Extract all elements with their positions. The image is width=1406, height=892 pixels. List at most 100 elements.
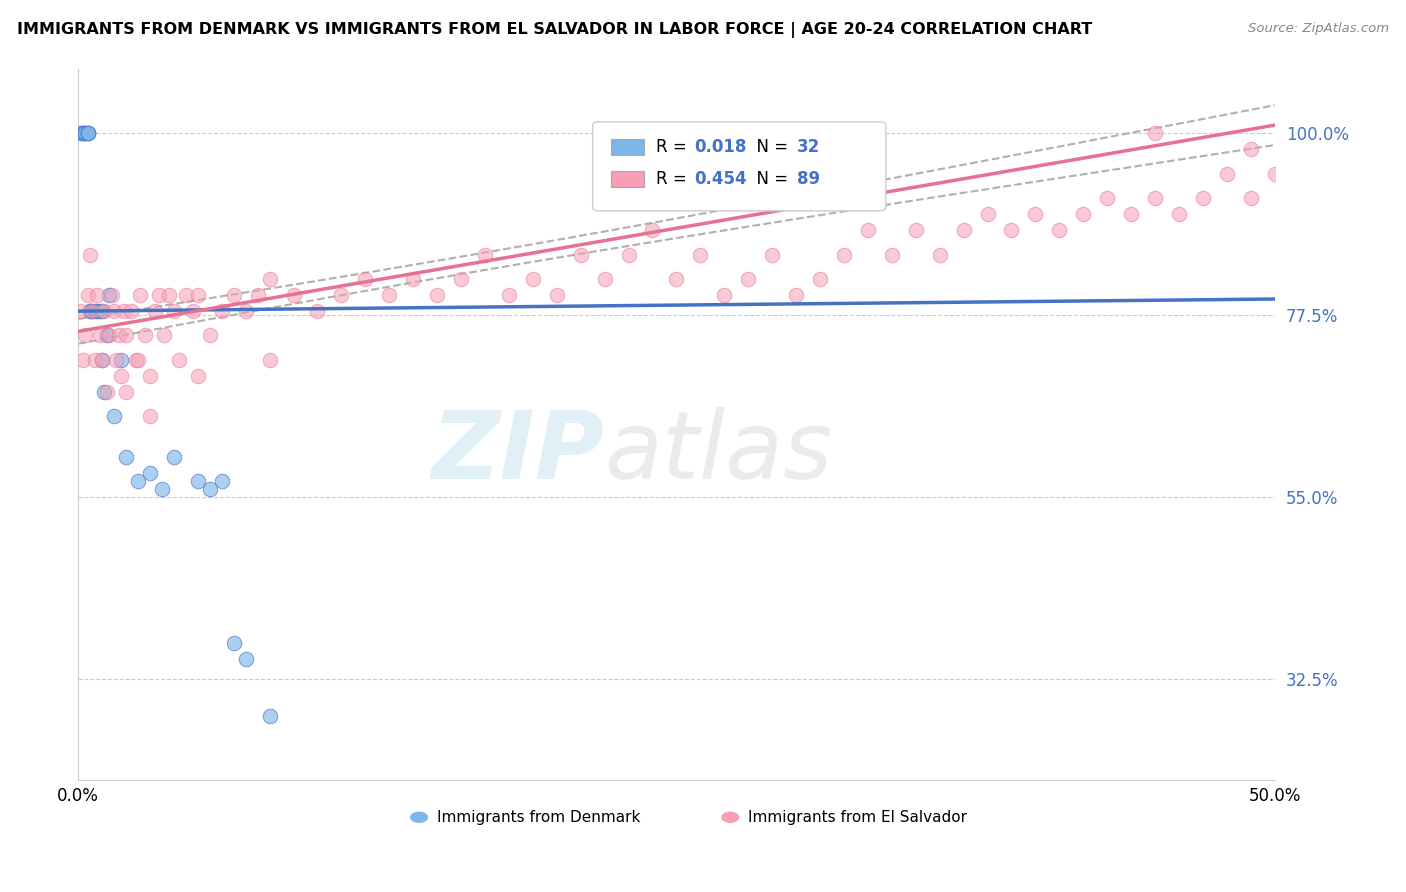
Point (83, 352, 105, 367)
Point (259, 352, 281, 367)
Point (1071, 207, 1094, 221)
Point (187, 288, 209, 302)
Point (150, 482, 173, 496)
Point (91, 352, 114, 367)
Point (69, 304, 91, 318)
Point (127, 474, 149, 488)
Point (79, 304, 101, 318)
Point (880, 247, 903, 261)
Point (72, 126, 94, 140)
Text: Source: ZipAtlas.com: Source: ZipAtlas.com (1249, 22, 1389, 36)
Point (76, 288, 98, 302)
Point (1168, 207, 1191, 221)
Point (546, 288, 568, 302)
Text: 0.018: 0.018 (695, 137, 747, 156)
Point (167, 352, 190, 367)
Point (115, 450, 138, 464)
Point (737, 272, 759, 286)
Point (143, 304, 166, 318)
Point (952, 223, 974, 237)
FancyBboxPatch shape (593, 122, 886, 211)
Point (139, 466, 162, 480)
Point (1095, 191, 1118, 205)
Point (283, 288, 305, 302)
Point (569, 247, 592, 261)
Point (107, 328, 129, 343)
FancyBboxPatch shape (610, 139, 644, 154)
Point (808, 272, 831, 286)
Point (928, 247, 950, 261)
Point (76, 126, 98, 140)
Point (187, 474, 209, 488)
Point (641, 223, 664, 237)
Point (79, 304, 101, 318)
Point (69, 126, 91, 140)
Point (75, 126, 97, 140)
Text: N =: N = (745, 137, 793, 156)
Point (904, 223, 927, 237)
Point (139, 368, 162, 383)
Point (98, 288, 121, 302)
Point (1240, 191, 1263, 205)
Point (474, 247, 496, 261)
Point (235, 652, 257, 666)
Point (72, 126, 94, 140)
Point (100, 288, 122, 302)
Point (103, 304, 125, 318)
Point (856, 223, 879, 237)
Point (89, 304, 111, 318)
Point (181, 304, 204, 318)
Point (93, 385, 115, 400)
Point (593, 272, 616, 286)
Point (110, 368, 132, 383)
Point (211, 304, 233, 318)
Point (307, 304, 329, 318)
Point (105, 352, 128, 367)
Circle shape (411, 813, 427, 822)
Point (1024, 207, 1046, 221)
Point (187, 368, 209, 383)
Point (148, 288, 170, 302)
Point (75, 328, 97, 343)
Point (157, 288, 180, 302)
Text: R =: R = (657, 169, 692, 188)
Text: N =: N = (745, 169, 793, 188)
Text: Immigrants from El Salvador: Immigrants from El Salvador (748, 810, 967, 825)
Text: IMMIGRANTS FROM DENMARK VS IMMIGRANTS FROM EL SALVADOR IN LABOR FORCE | AGE 20-2: IMMIGRANTS FROM DENMARK VS IMMIGRANTS FR… (17, 22, 1092, 38)
Point (134, 328, 156, 343)
Point (174, 288, 197, 302)
Point (153, 328, 176, 343)
Point (1144, 126, 1167, 140)
Text: 89: 89 (797, 169, 820, 188)
Point (72, 352, 94, 367)
Text: ZIP: ZIP (432, 407, 605, 499)
Point (259, 708, 281, 723)
Point (115, 385, 138, 400)
Text: R =: R = (657, 137, 692, 156)
Point (378, 288, 401, 302)
Point (79, 247, 101, 261)
Point (127, 352, 149, 367)
Circle shape (721, 813, 738, 822)
Point (450, 272, 472, 286)
Point (129, 288, 152, 302)
Point (198, 482, 221, 496)
Point (498, 288, 520, 302)
Point (86, 288, 108, 302)
Point (832, 247, 855, 261)
Point (665, 272, 688, 286)
Point (91, 352, 114, 367)
Point (1047, 223, 1070, 237)
Point (354, 272, 377, 286)
Point (1119, 207, 1142, 221)
Point (222, 636, 245, 650)
Point (124, 352, 146, 367)
Point (76, 126, 98, 140)
Text: Immigrants from Denmark: Immigrants from Denmark (437, 810, 641, 825)
Point (115, 328, 138, 343)
Text: 32: 32 (797, 137, 821, 156)
Point (82, 304, 104, 318)
Point (75, 126, 97, 140)
Point (83, 304, 105, 318)
Text: 0.454: 0.454 (695, 169, 747, 188)
